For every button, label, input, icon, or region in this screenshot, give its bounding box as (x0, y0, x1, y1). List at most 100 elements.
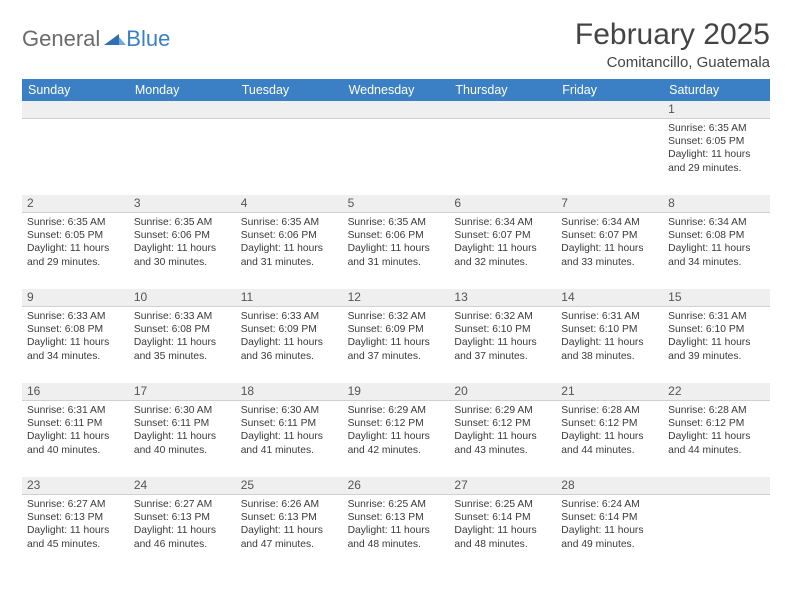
day-cell: Sunrise: 6:29 AMSunset: 6:12 PMDaylight:… (449, 401, 556, 477)
sunrise-text: Sunrise: 6:32 AM (348, 310, 445, 323)
day-number: 21 (556, 383, 663, 400)
week-row: Sunrise: 6:33 AMSunset: 6:08 PMDaylight:… (22, 306, 770, 383)
sunrise-text: Sunrise: 6:35 AM (241, 216, 338, 229)
day-number: 16 (22, 383, 129, 400)
day-number: 27 (449, 477, 556, 494)
day-cell (129, 119, 236, 195)
day-cell: Sunrise: 6:35 AMSunset: 6:06 PMDaylight:… (129, 213, 236, 289)
sunrise-text: Sunrise: 6:30 AM (241, 404, 338, 417)
day-cell: Sunrise: 6:35 AMSunset: 6:05 PMDaylight:… (663, 119, 770, 195)
day-number: 13 (449, 289, 556, 306)
daynum-row: 232425262728 (22, 477, 770, 494)
day-cell: Sunrise: 6:29 AMSunset: 6:12 PMDaylight:… (343, 401, 450, 477)
day-number: 17 (129, 383, 236, 400)
day-number: 15 (663, 289, 770, 306)
weekday-tue: Tuesday (236, 79, 343, 101)
day-number (236, 101, 343, 118)
sunset-text: Sunset: 6:06 PM (134, 229, 231, 242)
daylight-text: Daylight: 11 hours and 37 minutes. (348, 336, 445, 362)
day-cell: Sunrise: 6:31 AMSunset: 6:10 PMDaylight:… (663, 307, 770, 383)
daylight-text: Daylight: 11 hours and 40 minutes. (27, 430, 124, 456)
day-number (22, 101, 129, 118)
day-cell: Sunrise: 6:33 AMSunset: 6:08 PMDaylight:… (129, 307, 236, 383)
daylight-text: Daylight: 11 hours and 38 minutes. (561, 336, 658, 362)
weekday-sat: Saturday (663, 79, 770, 101)
day-number: 9 (22, 289, 129, 306)
sunset-text: Sunset: 6:12 PM (348, 417, 445, 430)
day-number (343, 101, 450, 118)
sunset-text: Sunset: 6:13 PM (134, 511, 231, 524)
sunrise-text: Sunrise: 6:28 AM (561, 404, 658, 417)
daylight-text: Daylight: 11 hours and 48 minutes. (454, 524, 551, 550)
day-cell (556, 119, 663, 195)
sunset-text: Sunset: 6:11 PM (134, 417, 231, 430)
day-cell: Sunrise: 6:35 AMSunset: 6:06 PMDaylight:… (343, 213, 450, 289)
day-cell: Sunrise: 6:24 AMSunset: 6:14 PMDaylight:… (556, 495, 663, 571)
sunset-text: Sunset: 6:10 PM (454, 323, 551, 336)
daylight-text: Daylight: 11 hours and 30 minutes. (134, 242, 231, 268)
day-number: 23 (22, 477, 129, 494)
day-number: 4 (236, 195, 343, 212)
daynum-row: 1 (22, 101, 770, 118)
sunset-text: Sunset: 6:13 PM (27, 511, 124, 524)
sunset-text: Sunset: 6:07 PM (561, 229, 658, 242)
week-row: Sunrise: 6:35 AMSunset: 6:05 PMDaylight:… (22, 118, 770, 195)
day-cell: Sunrise: 6:30 AMSunset: 6:11 PMDaylight:… (129, 401, 236, 477)
daylight-text: Daylight: 11 hours and 41 minutes. (241, 430, 338, 456)
daynum-row: 2345678 (22, 195, 770, 212)
sunset-text: Sunset: 6:05 PM (27, 229, 124, 242)
day-cell: Sunrise: 6:35 AMSunset: 6:06 PMDaylight:… (236, 213, 343, 289)
day-cell: Sunrise: 6:34 AMSunset: 6:07 PMDaylight:… (449, 213, 556, 289)
sunset-text: Sunset: 6:13 PM (241, 511, 338, 524)
daylight-text: Daylight: 11 hours and 31 minutes. (348, 242, 445, 268)
sunrise-text: Sunrise: 6:26 AM (241, 498, 338, 511)
daylight-text: Daylight: 11 hours and 35 minutes. (134, 336, 231, 362)
calendar-grid: 1Sunrise: 6:35 AMSunset: 6:05 PMDaylight… (22, 101, 770, 571)
sunrise-text: Sunrise: 6:33 AM (134, 310, 231, 323)
weekday-sun: Sunday (22, 79, 129, 101)
sunrise-text: Sunrise: 6:31 AM (561, 310, 658, 323)
location-subtitle: Comitancillo, Guatemala (575, 54, 770, 71)
sunrise-text: Sunrise: 6:29 AM (348, 404, 445, 417)
week-block: 1Sunrise: 6:35 AMSunset: 6:05 PMDaylight… (22, 101, 770, 195)
day-cell: Sunrise: 6:26 AMSunset: 6:13 PMDaylight:… (236, 495, 343, 571)
sunset-text: Sunset: 6:06 PM (241, 229, 338, 242)
daylight-text: Daylight: 11 hours and 29 minutes. (668, 148, 765, 174)
sunrise-text: Sunrise: 6:34 AM (454, 216, 551, 229)
day-cell: Sunrise: 6:34 AMSunset: 6:07 PMDaylight:… (556, 213, 663, 289)
daylight-text: Daylight: 11 hours and 36 minutes. (241, 336, 338, 362)
day-cell: Sunrise: 6:35 AMSunset: 6:05 PMDaylight:… (22, 213, 129, 289)
week-row: Sunrise: 6:31 AM Sunset: 6:11 PM Daylight:… (22, 400, 770, 477)
day-cell: Sunrise: 6:28 AMSunset: 6:12 PMDaylight:… (556, 401, 663, 477)
day-cell (236, 119, 343, 195)
day-number: 24 (129, 477, 236, 494)
day-cell: Sunrise: 6:28 AMSunset: 6:12 PMDaylight:… (663, 401, 770, 477)
logo-mark-icon (104, 26, 126, 52)
day-cell: Sunrise: 6:27 AMSunset: 6:13 PMDaylight:… (22, 495, 129, 571)
sunset-text: Sunset: 6:10 PM (668, 323, 765, 336)
sunrise-text: Sunrise: 6:33 AM (241, 310, 338, 323)
sunrise-text: Sunrise: 6:31 AM (27, 404, 124, 417)
sunrise-text: Sunrise: 6:27 AM (27, 498, 124, 511)
month-title: February 2025 (575, 18, 770, 52)
sunrise-text: Sunrise: 6:34 AM (561, 216, 658, 229)
sunrise-text: Sunrise: 6:35 AM (134, 216, 231, 229)
sunset-text: Sunset: 6:12 PM (454, 417, 551, 430)
daylight-text: Daylight: 11 hours and 33 minutes. (561, 242, 658, 268)
day-number (129, 101, 236, 118)
sunset-text: Sunset: 6:08 PM (668, 229, 765, 242)
day-number: 14 (556, 289, 663, 306)
sunset-text: Sunset: 6:09 PM (241, 323, 338, 336)
daylight-text: Daylight: 11 hours and 45 minutes. (27, 524, 124, 550)
sunrise-text: Sunrise: 6:25 AM (454, 498, 551, 511)
sunset-text: Sunset: 6:10 PM (561, 323, 658, 336)
sunset-text: Sunset: 6:05 PM (668, 135, 765, 148)
day-cell: Sunrise: 6:25 AMSunset: 6:14 PMDaylight:… (449, 495, 556, 571)
daylight-text: Daylight: 11 hours and 34 minutes. (668, 242, 765, 268)
sunset-text: Sunset: 6:07 PM (454, 229, 551, 242)
weekday-header: Sunday Monday Tuesday Wednesday Thursday… (22, 79, 770, 101)
day-cell: Sunrise: 6:33 AMSunset: 6:09 PMDaylight:… (236, 307, 343, 383)
day-cell (22, 119, 129, 195)
day-number: 19 (343, 383, 450, 400)
day-number (663, 477, 770, 494)
